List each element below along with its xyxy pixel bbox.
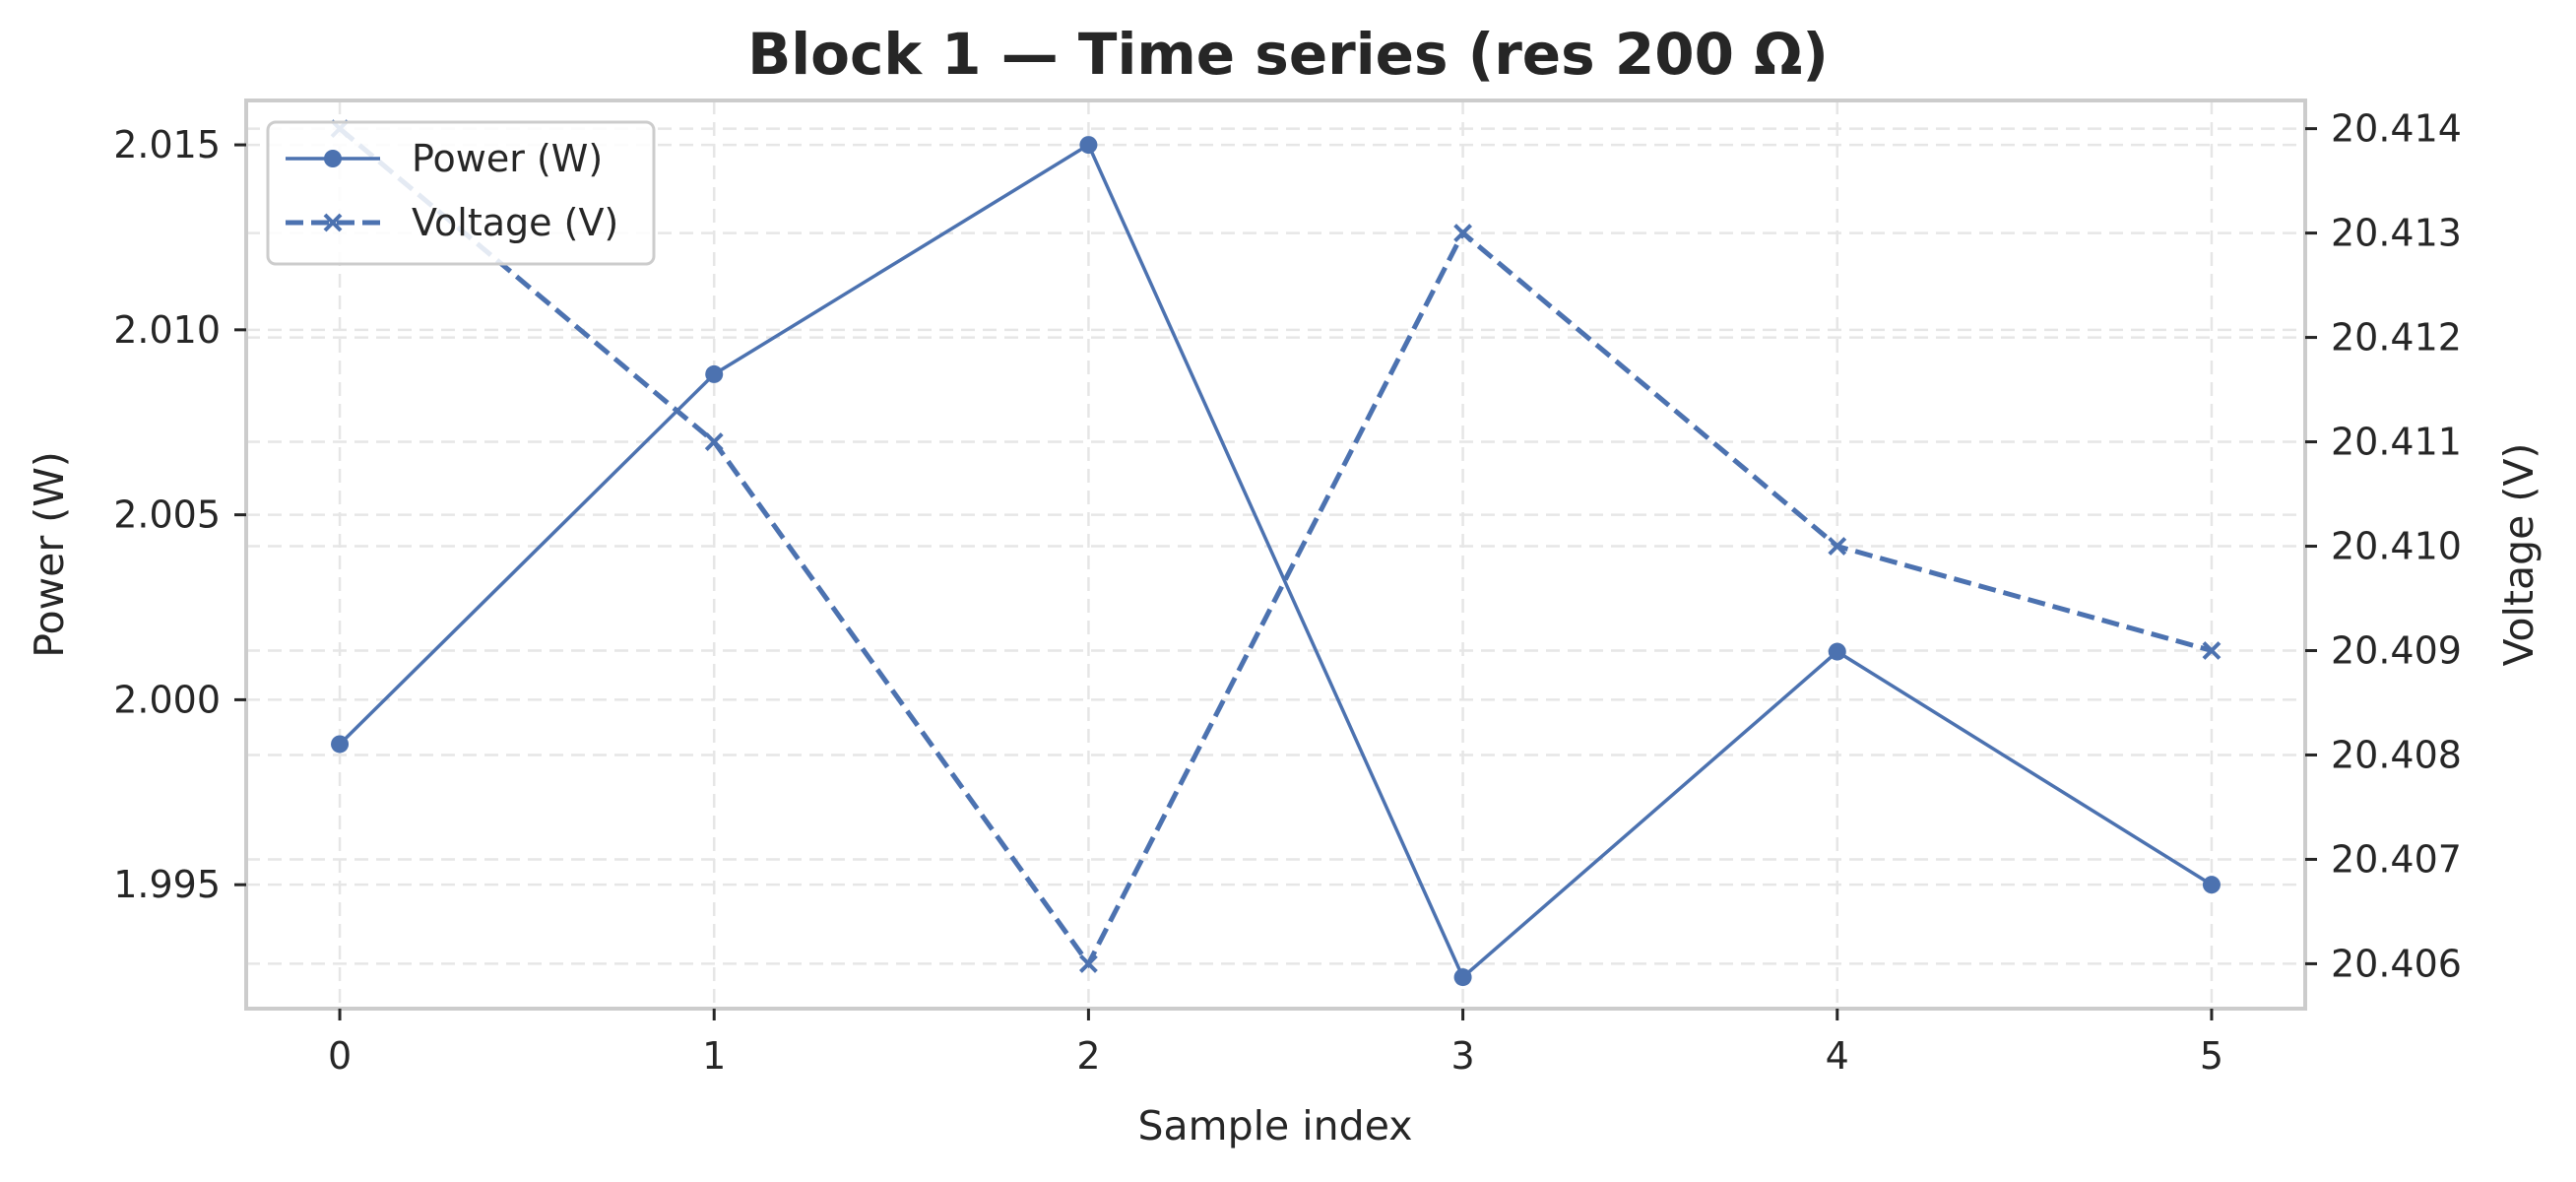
legend-marker	[324, 150, 342, 167]
y-left-tick-label: 2.015	[113, 123, 221, 166]
data-point	[2202, 876, 2221, 894]
series-power	[331, 136, 2221, 987]
data-point	[1078, 954, 1098, 973]
x-tick-label: 4	[1826, 1034, 1849, 1078]
data-point	[1079, 136, 1098, 155]
data-point	[1453, 968, 1472, 987]
legend-label: Power (W)	[412, 137, 603, 180]
x-tick-label: 1	[702, 1034, 726, 1078]
y-axis-right-label: Voltage (V)	[2495, 443, 2543, 667]
y-left-tick-label: 2.000	[113, 678, 221, 721]
x-tick-label: 3	[1450, 1034, 1474, 1078]
legend-marker	[323, 213, 343, 232]
y-right-tick-label: 20.413	[2331, 212, 2462, 255]
data-point	[704, 432, 724, 451]
y-axis-left-label: Power (W)	[26, 451, 73, 658]
data-point	[331, 735, 350, 754]
y-right-tick-label: 20.410	[2331, 525, 2462, 568]
data-point	[2202, 641, 2222, 660]
series-voltage	[330, 119, 2222, 973]
plot-frame	[244, 98, 2307, 1011]
x-tick-label: 2	[1076, 1034, 1100, 1078]
y-right-tick-label: 20.406	[2331, 942, 2462, 985]
legend-label: Voltage (V)	[412, 201, 618, 244]
x-axis-label: Sample index	[1138, 1102, 1413, 1149]
y-axis-right: 20.406 20.407 20.408 20.409 20.410 20.411 20.4…	[2305, 107, 2462, 985]
data-point	[1828, 537, 1847, 556]
chart-title: Block 1 — Time series (res 200 Ω)	[747, 21, 1829, 88]
series-line	[338, 142, 2213, 980]
legend-item: Power (W)	[286, 137, 603, 180]
y-right-tick-label: 20.407	[2331, 837, 2462, 881]
y-left-tick-label: 2.005	[113, 493, 221, 537]
data-point	[1453, 224, 1473, 243]
y-right-tick-label: 20.412	[2331, 316, 2462, 360]
y-right-tick-label: 20.409	[2331, 628, 2462, 672]
legend-item: Voltage (V)	[286, 201, 618, 244]
y-axis-left: 1.995 2.000 2.005 2.010 2.015	[113, 123, 246, 906]
y-right-tick-label: 20.414	[2331, 107, 2462, 151]
y-left-tick-label: 1.995	[113, 863, 221, 906]
grid	[246, 100, 2305, 1009]
legend: Power (W) Voltage (V)	[266, 120, 656, 266]
x-axis: 0 1 2 3 4 5	[328, 1009, 2223, 1078]
x-tick-label: 5	[2200, 1034, 2223, 1078]
y-right-tick-label: 20.411	[2331, 421, 2462, 464]
data-point	[1828, 642, 1846, 661]
y-right-tick-label: 20.408	[2331, 733, 2462, 776]
x-tick-label: 0	[328, 1034, 352, 1078]
series-layer	[330, 119, 2222, 987]
data-point	[705, 364, 724, 383]
series-line	[338, 126, 2213, 969]
y-left-tick-label: 2.010	[113, 308, 221, 352]
